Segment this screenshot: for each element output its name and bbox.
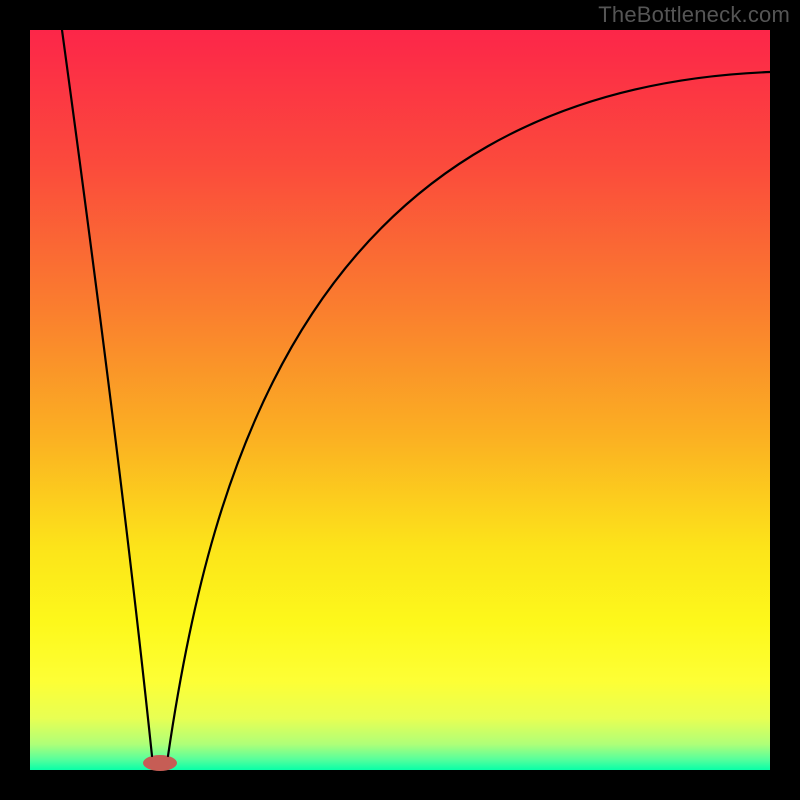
cusp-marker <box>143 755 177 771</box>
watermark-text: TheBottleneck.com <box>598 2 790 28</box>
chart-container: TheBottleneck.com <box>0 0 800 800</box>
bottleneck-chart <box>0 0 800 800</box>
